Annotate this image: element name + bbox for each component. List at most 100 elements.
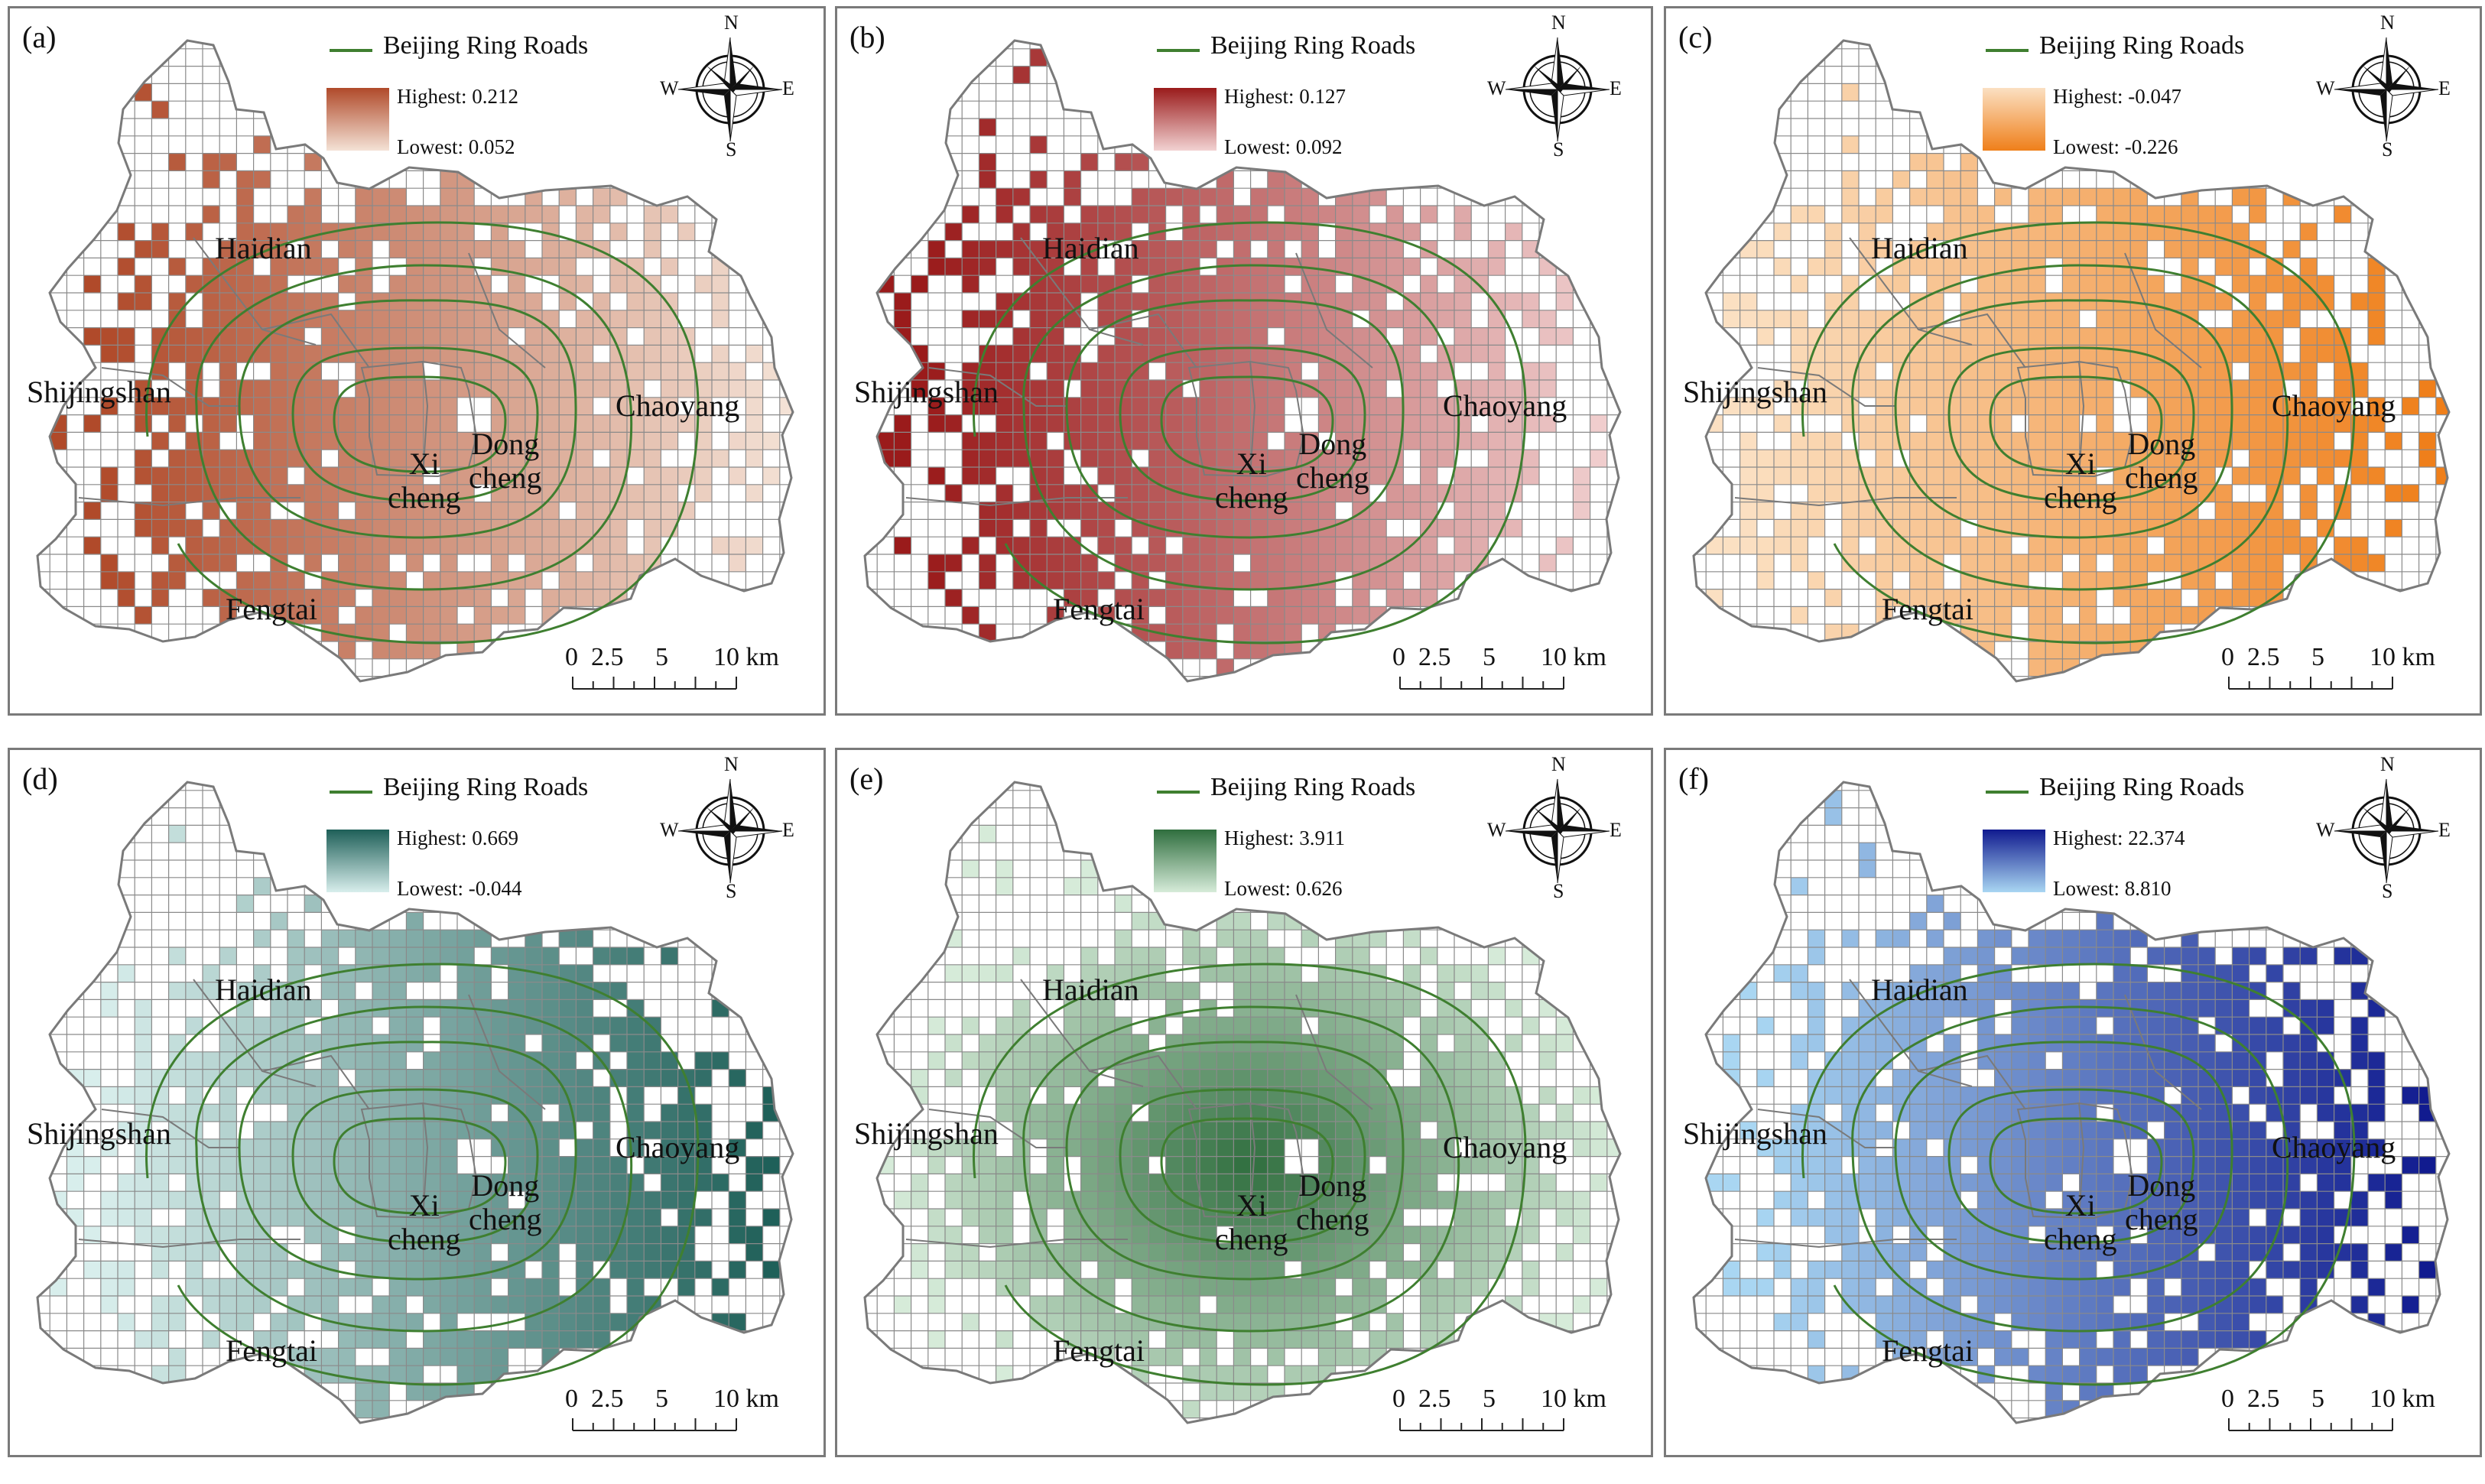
grid-cell bbox=[1824, 310, 1842, 328]
grid-cell bbox=[338, 624, 356, 641]
grid-cell bbox=[2198, 1191, 2216, 1209]
grid-cell bbox=[253, 877, 271, 895]
map-panel-f: (f) Beijing Ring Roads Highest: 22.374 L… bbox=[1664, 748, 2482, 1457]
grid-cell bbox=[2164, 1156, 2181, 1174]
grid-cell bbox=[1267, 170, 1285, 189]
grid-cell bbox=[355, 1209, 372, 1226]
compass-rose-icon bbox=[677, 778, 783, 884]
grid-cell bbox=[440, 624, 457, 641]
grid-cell bbox=[1352, 1086, 1369, 1105]
grid-cell bbox=[1977, 258, 1995, 276]
grid-cell bbox=[1808, 1296, 1825, 1314]
grid-cell bbox=[1352, 1104, 1369, 1122]
grid-cell bbox=[406, 537, 424, 554]
grid-cell bbox=[1369, 1226, 1387, 1244]
grid-cell bbox=[1892, 930, 1910, 947]
grid-cell bbox=[372, 641, 390, 659]
compass-n: N bbox=[724, 11, 739, 34]
grid-cell bbox=[1960, 1348, 1978, 1366]
grid-cell bbox=[1774, 1138, 1791, 1157]
grid-cell bbox=[2435, 467, 2449, 485]
grid-cell bbox=[1876, 467, 1893, 485]
grid-cell bbox=[355, 1400, 372, 1418]
grid-cell bbox=[338, 432, 356, 450]
grid-cell bbox=[996, 432, 1013, 450]
grid-cell bbox=[1977, 1174, 1995, 1192]
grid-cell bbox=[1791, 1104, 1808, 1122]
grid-cell bbox=[729, 554, 746, 572]
grid-cell bbox=[762, 1261, 780, 1279]
grid-cell bbox=[338, 571, 356, 589]
grid-cell bbox=[746, 484, 763, 502]
grid-cell bbox=[287, 606, 305, 625]
grid-cell bbox=[1876, 1313, 1893, 1331]
grid-cell bbox=[2300, 293, 2318, 310]
grid-cell bbox=[1182, 432, 1200, 450]
grid-cell bbox=[1182, 275, 1200, 293]
grid-cell bbox=[1471, 1017, 1489, 1034]
grid-cell bbox=[406, 206, 424, 223]
grid-cell bbox=[1859, 843, 1876, 860]
grid-cell bbox=[2215, 1122, 2233, 1139]
grid-cell bbox=[2011, 947, 2029, 965]
grid-cell bbox=[1369, 258, 1387, 276]
grid-cell bbox=[1539, 1122, 1557, 1139]
grid-cell bbox=[423, 222, 440, 241]
grid-cell bbox=[203, 414, 220, 433]
grid-cell bbox=[2147, 1243, 2165, 1262]
grid-cell bbox=[1250, 1174, 1268, 1192]
grid-cell bbox=[270, 1191, 287, 1209]
grid-cell bbox=[1824, 589, 1842, 607]
grid-cell bbox=[2283, 467, 2301, 485]
grid-cell bbox=[185, 275, 203, 293]
grid-cell bbox=[1960, 1174, 1978, 1192]
grid-cell bbox=[406, 1086, 424, 1105]
grid-cell bbox=[1386, 502, 1404, 520]
grid-cell bbox=[1047, 1122, 1064, 1139]
grid-cell bbox=[168, 554, 186, 572]
grid-cell bbox=[1960, 170, 1978, 189]
grid-cell bbox=[746, 1243, 763, 1262]
grid-cell bbox=[1285, 1174, 1302, 1192]
grid-cell bbox=[508, 947, 525, 965]
grid-cell bbox=[2130, 362, 2148, 380]
grid-cell bbox=[576, 397, 593, 415]
grid-cell bbox=[508, 414, 525, 433]
grid-cell bbox=[1267, 414, 1285, 433]
grid-cell bbox=[1097, 222, 1115, 241]
grid-cell bbox=[2096, 327, 2113, 346]
grid-cell bbox=[2062, 432, 2080, 450]
grid-cell bbox=[894, 450, 911, 467]
grid-cell bbox=[2283, 240, 2301, 258]
grid-cell bbox=[661, 484, 678, 502]
grid-cell bbox=[1182, 606, 1200, 625]
grid-cell bbox=[253, 1174, 271, 1192]
grid-cell bbox=[1030, 1261, 1048, 1279]
grid-cell bbox=[1471, 275, 1489, 293]
grid-cell bbox=[576, 589, 593, 607]
grid-cell bbox=[1301, 502, 1319, 520]
grid-cell bbox=[1080, 380, 1098, 398]
grid-cell bbox=[2300, 222, 2318, 241]
grid-cell bbox=[151, 1174, 169, 1192]
grid-cell bbox=[1369, 1034, 1387, 1052]
grid-cell bbox=[1994, 1243, 2012, 1262]
grid-cell bbox=[1233, 537, 1251, 554]
grid-cell bbox=[1386, 1138, 1404, 1157]
grid-cell bbox=[1047, 1243, 1064, 1262]
grid-cell bbox=[1994, 624, 2012, 641]
grid-cell bbox=[1522, 293, 1539, 310]
grid-cell bbox=[1369, 502, 1387, 520]
grid-cell bbox=[1505, 1138, 1522, 1157]
grid-cell bbox=[270, 589, 287, 607]
grid-cell bbox=[1012, 1138, 1030, 1157]
grid-cell bbox=[996, 380, 1013, 398]
grid-cell bbox=[1926, 589, 1944, 607]
grid-cell bbox=[729, 1191, 746, 1209]
grid-cell bbox=[406, 1243, 424, 1262]
grid-cell bbox=[1267, 912, 1285, 930]
legend-highest-value: Highest: 0.212 bbox=[397, 85, 518, 108]
grid-cell bbox=[927, 1138, 945, 1157]
grid-cell bbox=[1977, 240, 1995, 258]
grid-cell bbox=[185, 397, 203, 415]
